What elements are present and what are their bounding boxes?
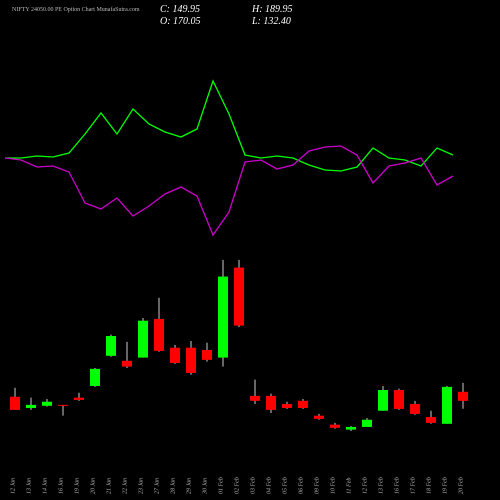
- x-tick-label: 01 Feb: [218, 477, 224, 494]
- candle-body: [218, 276, 228, 358]
- x-tick-label: 05 Feb: [282, 477, 288, 494]
- candle-body: [346, 426, 356, 430]
- x-tick-label: 21 Jan: [106, 478, 112, 494]
- x-tick-label: 16 Feb: [394, 477, 400, 494]
- x-tick-label: 19 Jan: [74, 478, 80, 494]
- x-tick-label: 04 Feb: [265, 477, 272, 494]
- low-label: L: 132.40: [251, 16, 291, 27]
- chart-title: NIFTY 24050.00 PE Option Chart MunafaSut…: [12, 6, 140, 13]
- x-tick-label: 20 Feb: [458, 477, 464, 494]
- candle-body: [154, 318, 164, 351]
- candle-body: [170, 347, 180, 364]
- x-tick-label: 29 Jan: [186, 478, 192, 494]
- x-tick-label: 09 Feb: [314, 477, 320, 494]
- x-tick-label: 13 Jan: [26, 478, 32, 494]
- x-tick-label: 18 Feb: [426, 477, 432, 494]
- x-tick-label: 22 Jan: [122, 478, 128, 494]
- x-tick-label: 30 Jan: [202, 478, 208, 495]
- candle-body: [394, 390, 404, 409]
- candle-body: [42, 401, 52, 406]
- x-tick-label: 03 Feb: [250, 477, 256, 494]
- candle-body: [378, 390, 388, 411]
- candle-body: [362, 419, 372, 427]
- candle-body: [58, 404, 68, 406]
- open-label: O: 170.05: [160, 16, 201, 27]
- close-label: C: 149.95: [160, 4, 200, 15]
- candle-body: [122, 360, 132, 367]
- candle-body: [266, 395, 276, 410]
- candle-body: [426, 417, 436, 423]
- x-tick-label: 23 Jan: [138, 478, 144, 494]
- candle-body: [282, 403, 292, 409]
- x-tick-label: 13 Feb: [378, 477, 384, 494]
- x-tick-label: 27 Jan: [154, 478, 160, 494]
- candle-body: [106, 335, 116, 356]
- x-tick-label: 06 Feb: [298, 477, 304, 494]
- x-tick-label: 12 Jan: [10, 478, 16, 494]
- candle-body: [74, 397, 84, 400]
- x-tick-label: 12 Feb: [362, 477, 368, 494]
- candle-body: [234, 267, 244, 326]
- candle-body: [202, 349, 212, 360]
- x-tick-label: 16 Jan: [58, 478, 64, 494]
- candle-body: [330, 424, 340, 428]
- x-tick-label: 02 Feb: [234, 477, 240, 494]
- candle-body: [10, 396, 20, 410]
- candle-body: [250, 395, 260, 401]
- indicator-line: [4, 145, 454, 237]
- candle-body: [186, 347, 196, 373]
- x-tick-label: 19 Feb: [442, 477, 448, 494]
- high-label: H: 189.95: [251, 4, 293, 15]
- x-tick-label: 14 Jan: [41, 478, 48, 494]
- candle-body: [138, 320, 148, 358]
- x-tick-label: 20 Jan: [90, 478, 96, 494]
- candle-body: [458, 391, 468, 401]
- candle-body: [26, 404, 36, 409]
- candle-body: [298, 400, 308, 409]
- candle-body: [442, 386, 452, 424]
- indicator-line: [5, 79, 454, 172]
- x-tick-label: 11 Feb: [346, 478, 352, 494]
- x-tick-label: 17 Feb: [410, 477, 416, 494]
- x-tick-label: 28 Jan: [170, 478, 176, 494]
- candle-body: [314, 415, 324, 419]
- x-tick-label: 10 Feb: [330, 477, 336, 494]
- candle-body: [90, 368, 100, 386]
- candle-body: [410, 403, 420, 414]
